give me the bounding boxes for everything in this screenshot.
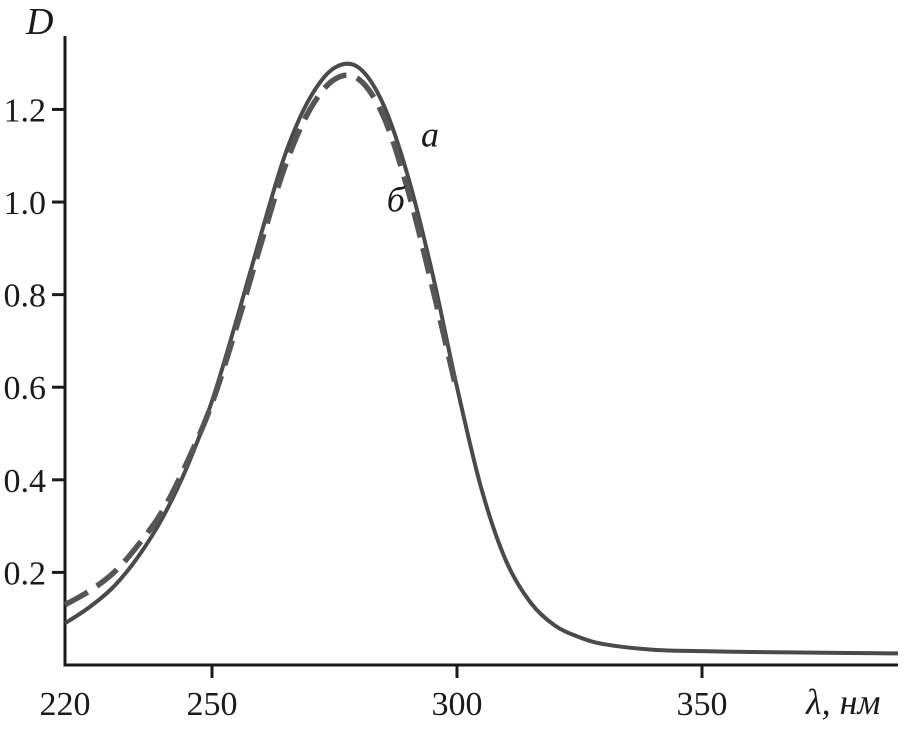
series-group xyxy=(63,61,899,656)
curve-label-a: a xyxy=(421,114,439,154)
axes-group: 0.2 0.4 0.6 0.8 1.0 1.2 220 250 300 350 xyxy=(4,36,898,723)
y-tick-label: 1.2 xyxy=(4,92,47,129)
y-tick-label: 0.4 xyxy=(4,463,47,500)
x-tick-label: 250 xyxy=(187,686,238,723)
y-tick-label: 0.2 xyxy=(4,555,47,592)
series-b-line xyxy=(63,72,460,608)
x-tick-label: 350 xyxy=(677,686,728,723)
annotations-group: aб xyxy=(387,114,439,219)
y-tick-label: 0.8 xyxy=(4,278,47,315)
series-a-line xyxy=(63,61,899,656)
curve-label-b: б xyxy=(387,179,407,219)
x-tick-label: 300 xyxy=(432,686,483,723)
x-axis-title: λ, нм xyxy=(805,682,880,722)
y-axis-title: D xyxy=(25,1,53,43)
y-tick-label: 0.6 xyxy=(4,370,47,407)
x-tick-label: 220 xyxy=(40,686,91,723)
y-tick-label: 1.0 xyxy=(4,185,47,222)
